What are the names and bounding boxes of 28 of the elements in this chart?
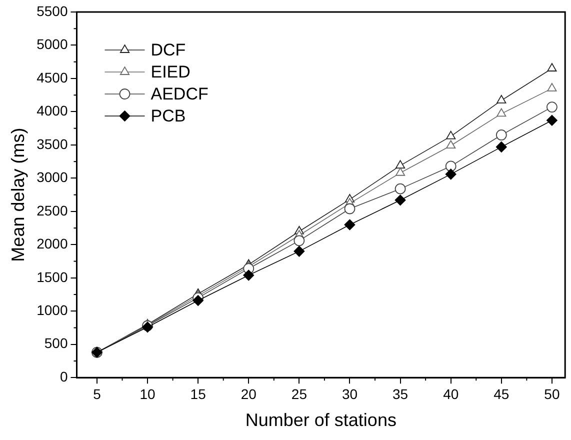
y-tick-label: 3500 (36, 136, 68, 152)
x-tick-label: 15 (190, 386, 206, 402)
y-tick-label: 2500 (36, 202, 68, 218)
y-tick-label: 0 (60, 368, 68, 384)
legend-label: EIED (150, 62, 190, 82)
x-tick-label: 25 (291, 386, 308, 402)
y-tick-label: 1000 (36, 302, 68, 318)
y-tick-label: 1500 (36, 268, 68, 285)
y-axis-title: Mean delay (ms) (8, 128, 28, 262)
y-tick-label: 4000 (36, 102, 68, 119)
x-axis-title: Number of stations (245, 410, 396, 430)
y-tick-label: 500 (44, 335, 68, 352)
x-tick-label: 50 (544, 386, 560, 402)
legend-label: PCB (150, 106, 186, 126)
x-tick-label: 30 (342, 386, 358, 402)
legend-label: AEDCF (150, 84, 208, 104)
x-tick-label: 10 (140, 386, 156, 402)
legend-label: DCF (150, 40, 186, 60)
x-tick-label: 40 (443, 386, 459, 402)
x-tick-label: 5 (93, 386, 102, 402)
x-tick-label: 45 (494, 386, 510, 402)
y-tick-label: 5000 (36, 36, 68, 52)
y-tick-label: 5500 (36, 2, 68, 19)
y-tick-label: 3000 (36, 169, 68, 186)
y-tick-label: 4500 (36, 69, 68, 86)
x-tick-label: 20 (240, 386, 257, 402)
y-tick-label: 2000 (36, 236, 68, 252)
x-tick-label: 35 (392, 386, 408, 402)
